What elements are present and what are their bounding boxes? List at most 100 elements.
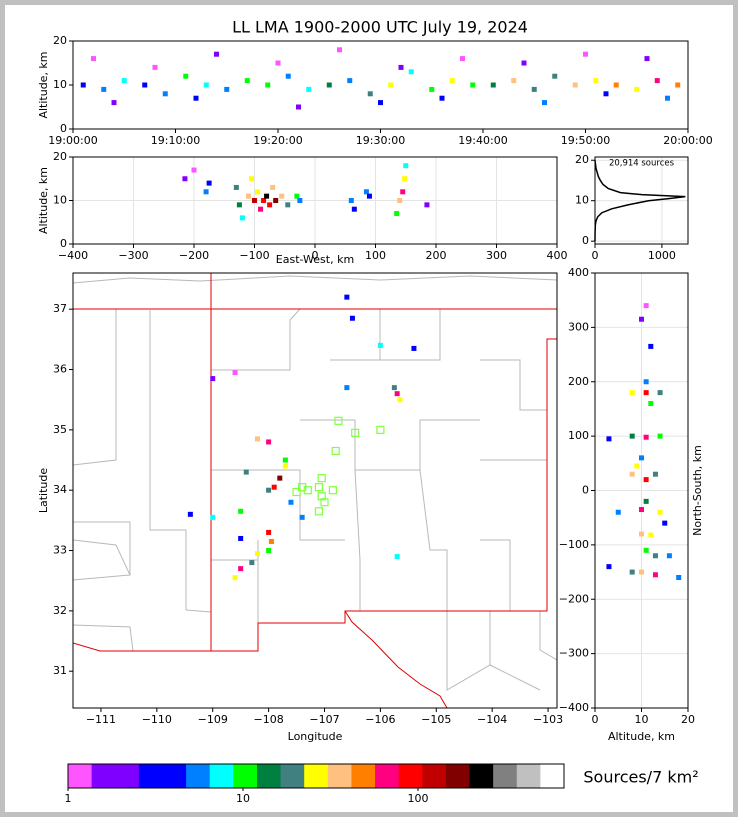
source-point [411,345,417,351]
source-point [266,439,272,445]
source-point [613,82,619,88]
source-point [648,532,654,538]
source-point [121,78,127,84]
source-point [285,73,291,79]
source-point [460,56,465,62]
x-tick-label: 19:10:00 [151,134,200,147]
x-tick-label: 1000 [648,249,676,262]
y-axis-label: Altitude, km [37,167,50,234]
source-point [644,56,650,62]
x-tick-label: −109 [198,713,228,726]
axes-frame [72,272,558,709]
source-point [643,547,649,553]
source-point [306,86,312,92]
colorbar-swatch [493,764,518,788]
colorbar-swatch [445,764,471,788]
colorbar-swatch [327,764,352,788]
x-tick-label: 0 [592,713,599,726]
source-point [254,551,260,557]
y-tick-label: 200 [568,375,589,388]
colorbar-swatch [233,764,258,788]
colorbar-swatch [138,764,163,788]
source-point [552,73,558,79]
source-point [210,514,216,520]
source-point [252,198,257,203]
x-tick-label: −104 [477,713,507,726]
source-point [111,100,117,106]
source-point [643,498,649,504]
source-point [214,51,219,57]
source-point [264,193,270,199]
x-tick-label: −111 [86,713,116,726]
source-point [394,391,400,397]
y-tick-label: 37 [53,302,67,315]
y-tick-label: 0 [582,234,589,247]
altitude-histogram [594,160,686,242]
source-point [248,176,254,182]
colorbar-swatch [68,764,93,788]
source-point [238,508,244,514]
y-tick-label: 35 [53,423,67,436]
colorbar-tick-label: 1 [65,792,72,805]
source-point [243,469,249,475]
y-tick-label: 0 [60,122,67,135]
source-point [351,206,357,212]
source-point [542,100,547,106]
y-tick-label: −100 [559,538,589,551]
source-point [531,86,537,92]
source-point [657,390,663,396]
y-tick-label: 33 [53,544,67,557]
source-point [606,436,612,442]
source-point [80,82,86,88]
y-tick-label: 20 [575,153,589,166]
y-tick-label: 10 [53,194,67,207]
source-point [439,95,445,101]
source-point [377,342,383,348]
x-axis-label: Longitude [288,730,343,743]
source-point [583,51,588,57]
source-point [639,316,644,322]
colorbar-tick-label: 100 [407,792,428,805]
source-point [275,60,281,66]
source-point [397,397,403,403]
source-point [203,189,209,195]
source-point [349,315,355,321]
source-point [255,189,261,195]
source-point [337,47,342,53]
county-lines [73,275,557,691]
x-tick-label: −107 [309,713,339,726]
colorbar-label: Sources/7 km² [583,768,698,787]
x-tick-label: 300 [486,249,507,262]
source-point [193,95,199,101]
source-point [657,509,663,515]
source-point [206,180,212,186]
station [328,486,337,495]
source-point [282,463,288,469]
source-point [378,100,383,106]
source-point [244,78,250,84]
y-tick-label: −200 [559,592,589,605]
x-tick-label: 19:00:00 [48,134,97,147]
source-point [187,511,193,517]
station [320,498,329,507]
colorbar-swatch [209,764,234,788]
source-point [593,78,599,84]
source-point [629,471,635,477]
source-point [449,78,455,84]
source-point [572,82,578,88]
y-tick-label: 10 [53,78,67,91]
source-point [643,434,649,440]
source-point [366,193,372,199]
x-tick-label: 19:50:00 [561,134,610,147]
source-point [648,343,654,349]
source-point [665,95,670,101]
colorbar-swatch [115,764,140,788]
source-point [279,193,285,199]
source-point [261,198,267,203]
y-tick-label: 100 [568,429,589,442]
colorbar-frame [67,763,565,789]
y-axis-label: Latitude [37,468,50,514]
source-point [344,294,350,300]
source-point [408,69,414,75]
